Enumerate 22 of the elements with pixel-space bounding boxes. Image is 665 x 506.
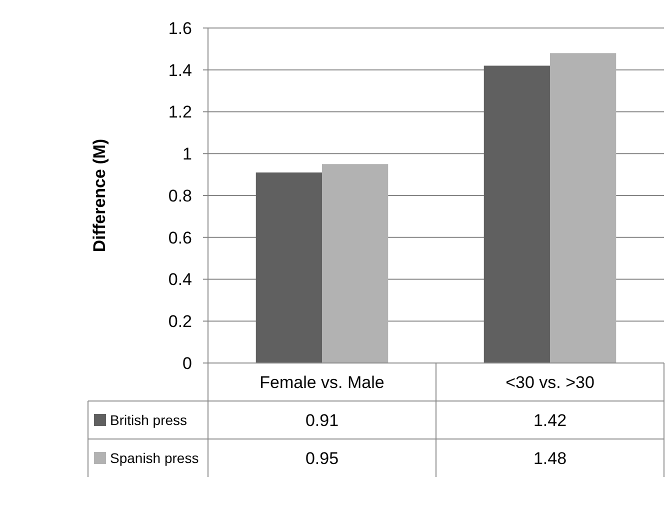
bar bbox=[550, 53, 616, 363]
y-tick-label: 1.6 bbox=[168, 18, 192, 38]
x-tick-label: <30 vs. >30 bbox=[506, 372, 594, 392]
y-tick-label: 0.8 bbox=[168, 186, 192, 206]
data-label: 0.91 bbox=[305, 410, 339, 430]
y-tick-label: 0.2 bbox=[168, 312, 192, 332]
y-tick-label: 0.6 bbox=[168, 228, 192, 248]
x-tick-label: Female vs. Male bbox=[260, 372, 384, 392]
data-label: 0.95 bbox=[305, 448, 339, 468]
y-tick-label: 1 bbox=[182, 144, 192, 164]
y-axis-title: Difference (M) bbox=[90, 138, 109, 252]
data-label: 1.42 bbox=[533, 410, 567, 430]
y-tick-label: 1.4 bbox=[168, 60, 192, 80]
y-tick-label: 0.4 bbox=[168, 270, 192, 290]
legend-label: British press bbox=[110, 412, 188, 428]
y-tick-label: 1.2 bbox=[168, 102, 192, 122]
bar bbox=[484, 66, 550, 363]
data-label: 1.48 bbox=[533, 448, 567, 468]
legend-label: Spanish press bbox=[110, 450, 199, 466]
bar bbox=[322, 164, 388, 363]
y-tick-label: 0 bbox=[182, 354, 192, 373]
bar bbox=[256, 172, 322, 363]
